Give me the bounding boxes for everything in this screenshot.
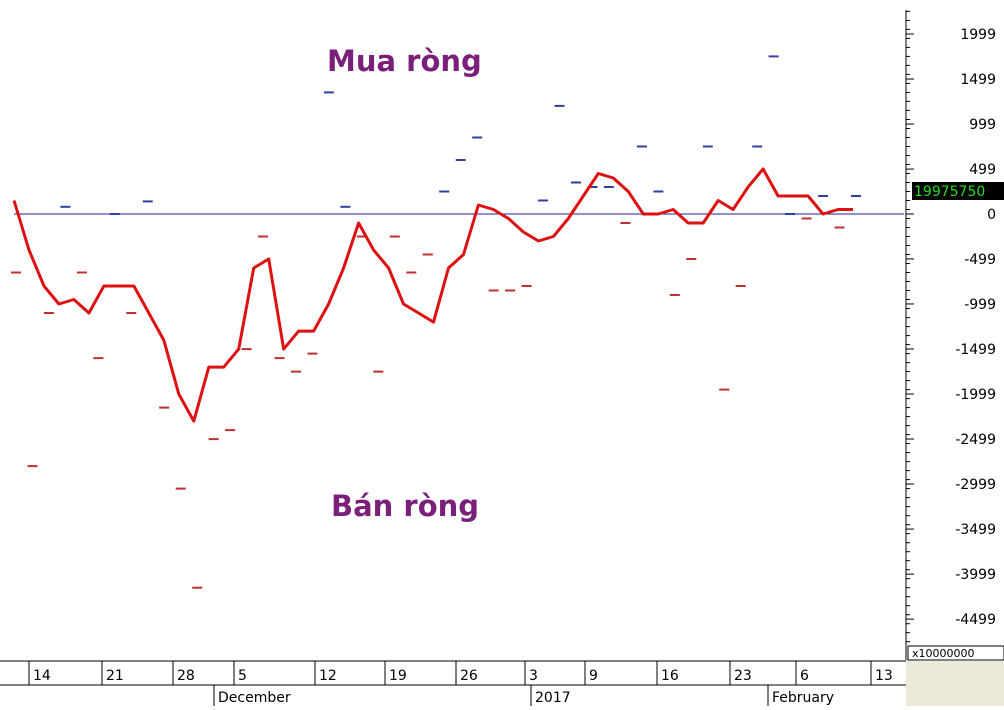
last-value-label: 19975750 [914, 184, 985, 200]
y-tick-label: -2499 [955, 432, 996, 448]
month-label: December [218, 690, 291, 706]
month-label: February [772, 690, 834, 706]
x-tick-label: 16 [661, 668, 679, 684]
y-axis: 1999 1499 999 499 0 -499 -999 -1499 -1999 -2499 -2… [905, 10, 996, 660]
y-tick-label: -1999 [955, 387, 996, 403]
y-tick-label: -999 [964, 297, 996, 313]
multiplier-box: x10000000 [907, 645, 1004, 661]
y-tick-label: -3999 [955, 567, 996, 583]
x-tick-label: 28 [177, 668, 195, 684]
x-tick-label: 21 [106, 668, 124, 684]
y-tick-label: -4499 [955, 612, 996, 628]
y-multiplier-label: x10000000 [912, 647, 975, 660]
x-tick-label: 12 [319, 668, 337, 684]
x-tick-label: 23 [734, 668, 752, 684]
x-axis: 14 21 28 5 12 19 26 3 9 16 23 6 13 December 2017 Februa… [0, 660, 906, 706]
x-tick-label: 19 [389, 668, 407, 684]
y-tick-label: -3499 [955, 522, 996, 538]
last-value-box: 19975750 [912, 182, 1004, 200]
x-tick-label: 9 [589, 668, 598, 684]
plot-background [0, 0, 904, 660]
annotation-sell: Bán ròng [331, 489, 479, 523]
y-tick-label: -1499 [955, 342, 996, 358]
series-line [12, 167, 853, 423]
x-tick-label: 14 [33, 668, 51, 684]
annotation-buy: Mua ròng [327, 44, 482, 78]
x-tick-label: 26 [460, 668, 478, 684]
x-tick-label: 13 [875, 668, 893, 684]
x-tick-label: 3 [529, 668, 538, 684]
y-tick-label: 1999 [960, 27, 996, 43]
y-tick-label: -499 [964, 252, 996, 268]
x-tick-label: 6 [800, 668, 809, 684]
x-tick-label: 5 [238, 668, 247, 684]
month-label: 2017 [535, 690, 571, 706]
y-tick-label: 999 [969, 117, 996, 133]
y-tick-label: 0 [987, 207, 996, 223]
corner-panel [906, 661, 1004, 706]
y-tick-label: -2999 [955, 477, 996, 493]
y-tick-label: 1499 [960, 72, 996, 88]
y-tick-label: 499 [969, 162, 996, 178]
